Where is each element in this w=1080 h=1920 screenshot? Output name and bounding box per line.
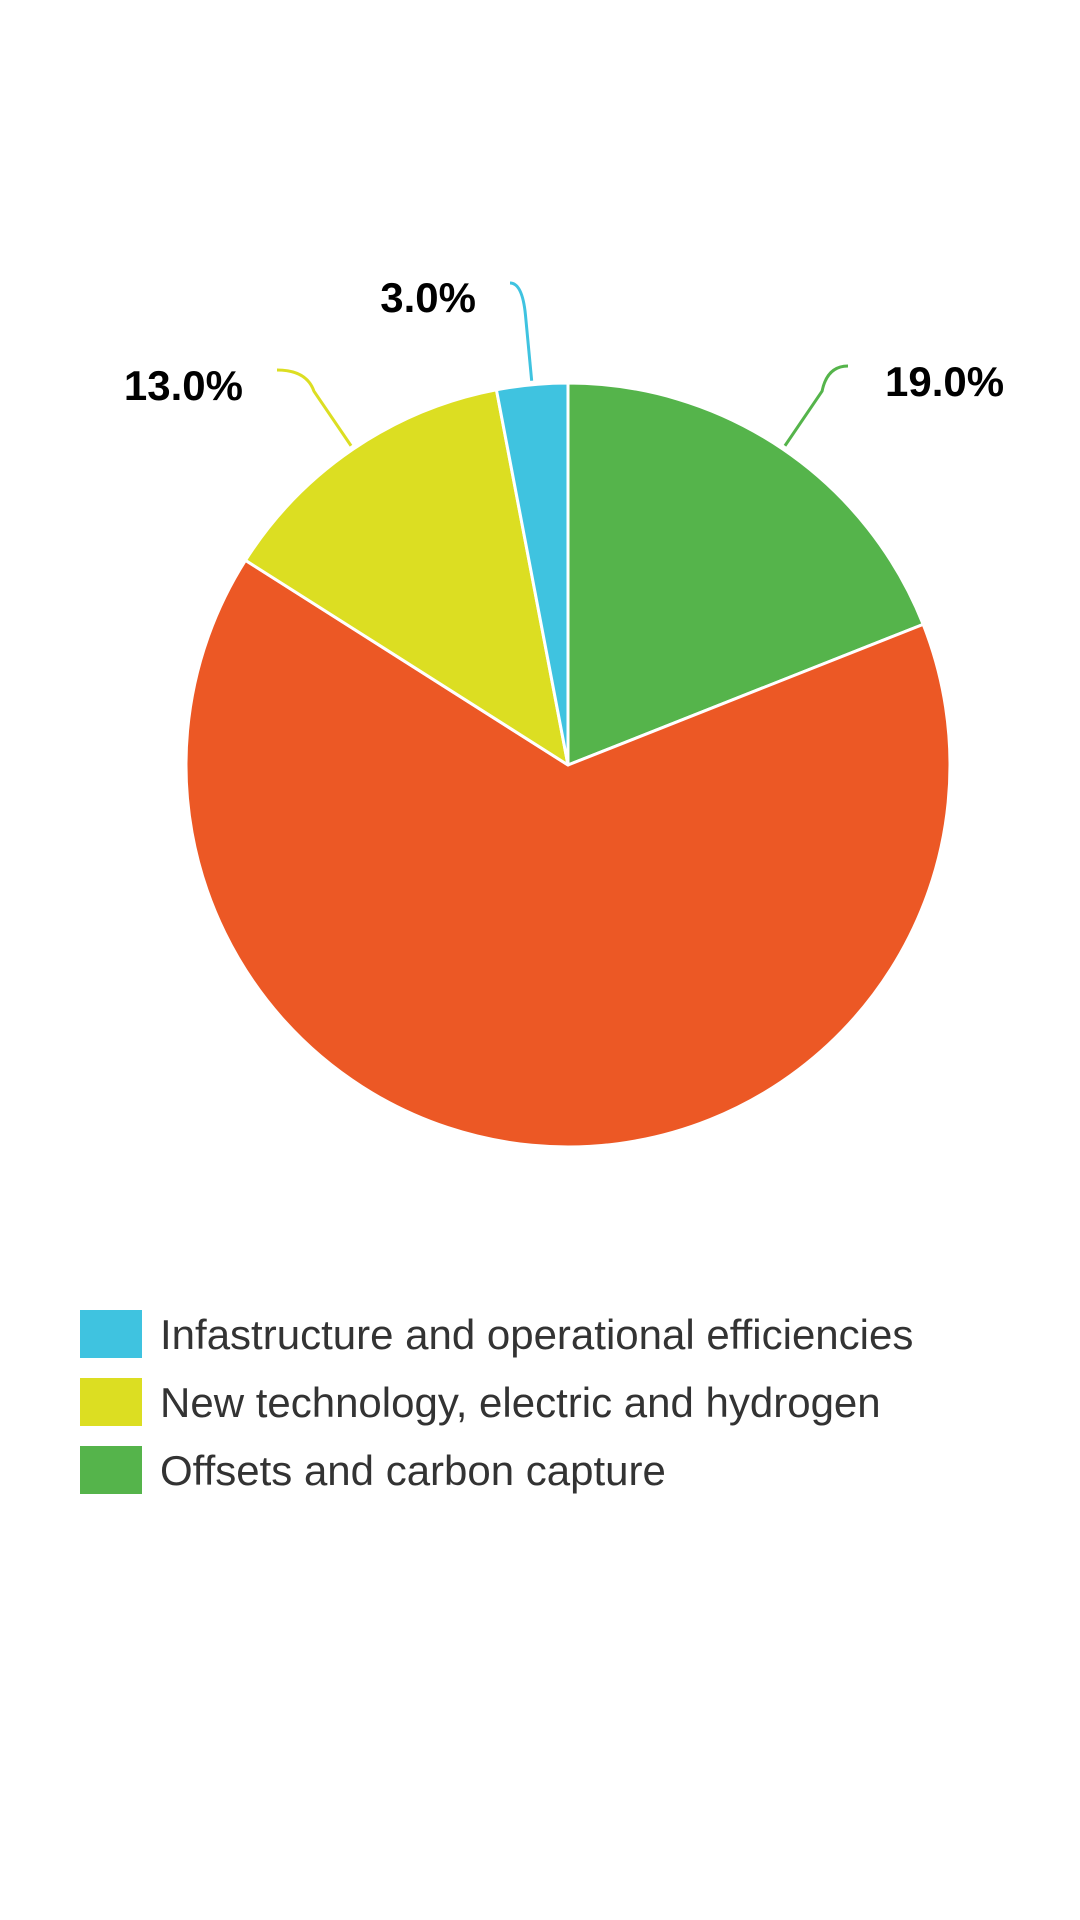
legend-label: Infastructure and operational efficienci…: [160, 1311, 913, 1358]
leader-line: [276, 368, 353, 447]
slice-percent-label: 19.0%: [885, 358, 1004, 405]
pie-slice: [184, 558, 952, 1149]
pie-slice: [243, 388, 570, 767]
legend-swatch: [80, 1310, 142, 1358]
legend: Infastructure and operational efficienci…: [80, 1310, 913, 1494]
legend-swatch: [80, 1446, 142, 1494]
leader-line: [509, 281, 534, 381]
legend-label: New technology, electric and hydrogen: [160, 1379, 881, 1426]
pie-slice: [494, 381, 570, 767]
legend-label: Offsets and carbon capture: [160, 1447, 666, 1494]
legend-swatch: [80, 1378, 142, 1426]
slice-percent-label: 13.0%: [124, 362, 243, 409]
slice-labels: 19.0% 13.0% 3.0%: [124, 274, 1004, 409]
leader-lines: [276, 281, 849, 447]
pie-slices: [184, 381, 952, 1149]
pie-slice: [566, 381, 925, 767]
leader-line: [783, 364, 849, 447]
slice-percent-label: 3.0%: [380, 274, 476, 321]
